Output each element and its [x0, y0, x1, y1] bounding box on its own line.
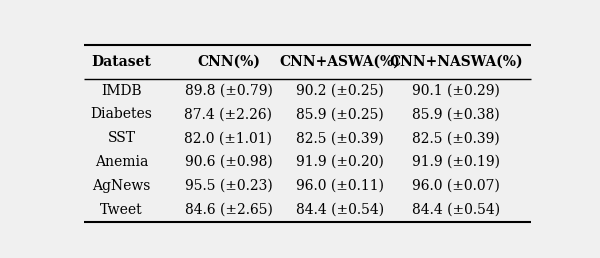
Text: CNN+NASWA(%): CNN+NASWA(%): [389, 55, 523, 69]
Text: Dataset: Dataset: [92, 55, 151, 69]
Text: Diabetes: Diabetes: [91, 107, 152, 122]
Text: CNN(%): CNN(%): [197, 55, 260, 69]
Text: 85.9 (±0.38): 85.9 (±0.38): [412, 107, 500, 122]
Text: 85.9 (±0.25): 85.9 (±0.25): [296, 107, 384, 122]
Text: IMDB: IMDB: [101, 84, 142, 98]
Text: 84.4 (±0.54): 84.4 (±0.54): [412, 203, 500, 217]
Text: 96.0 (±0.11): 96.0 (±0.11): [296, 179, 384, 193]
Text: 95.5 (±0.23): 95.5 (±0.23): [185, 179, 272, 193]
Text: SST: SST: [107, 131, 136, 145]
Text: 84.4 (±0.54): 84.4 (±0.54): [296, 203, 384, 217]
Text: 87.4 (±2.26): 87.4 (±2.26): [184, 107, 272, 122]
Text: 82.0 (±1.01): 82.0 (±1.01): [184, 131, 272, 145]
Text: 91.9 (±0.19): 91.9 (±0.19): [412, 155, 500, 169]
Text: 96.0 (±0.07): 96.0 (±0.07): [412, 179, 500, 193]
Text: Tweet: Tweet: [100, 203, 143, 217]
Text: 90.1 (±0.29): 90.1 (±0.29): [412, 84, 500, 98]
Text: 82.5 (±0.39): 82.5 (±0.39): [296, 131, 384, 145]
Text: Anemia: Anemia: [95, 155, 148, 169]
Text: 90.2 (±0.25): 90.2 (±0.25): [296, 84, 384, 98]
Text: 84.6 (±2.65): 84.6 (±2.65): [185, 203, 272, 217]
Text: CNN+ASWA(%): CNN+ASWA(%): [280, 55, 400, 69]
Text: 89.8 (±0.79): 89.8 (±0.79): [185, 84, 272, 98]
Text: 90.6 (±0.98): 90.6 (±0.98): [185, 155, 272, 169]
Text: AgNews: AgNews: [92, 179, 151, 193]
Text: 91.9 (±0.20): 91.9 (±0.20): [296, 155, 384, 169]
Text: 82.5 (±0.39): 82.5 (±0.39): [412, 131, 500, 145]
